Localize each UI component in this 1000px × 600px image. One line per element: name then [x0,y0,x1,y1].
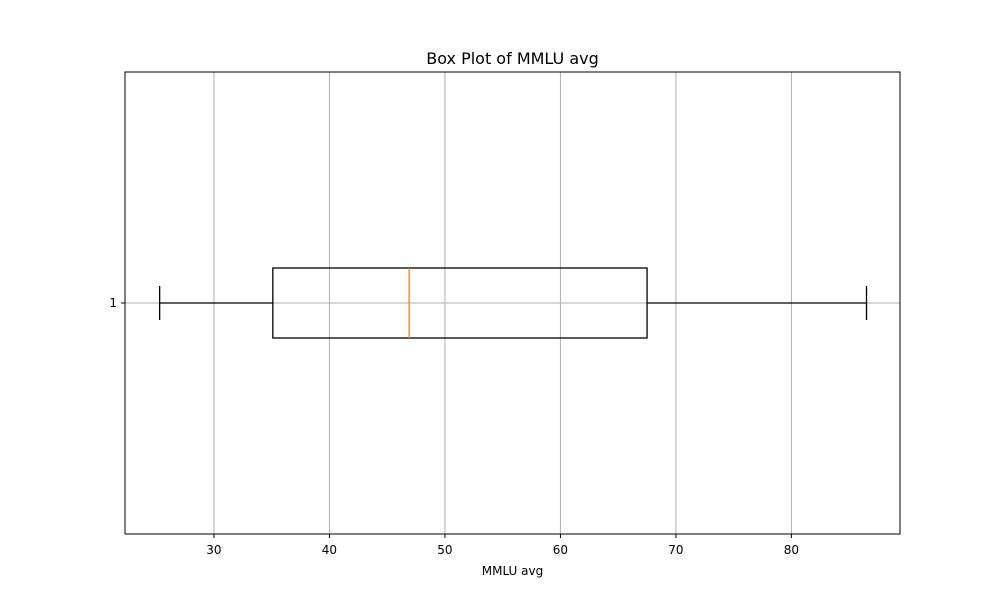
x-tick-label-80: 80 [784,543,799,557]
x-axis-ticks: 30 40 50 60 70 80 [206,534,799,557]
box-layer [158,267,868,339]
chart-title: Box Plot of MMLU avg [426,49,599,68]
x-tick-label-60: 60 [553,543,568,557]
x-tick-label-40: 40 [322,543,337,557]
x-axis-label: MMLU avg [482,564,543,578]
x-tick-label-50: 50 [437,543,452,557]
box-iqr [272,267,648,339]
y-axis-ticks: 1 [109,296,125,310]
y-tick-label-1: 1 [109,296,117,310]
x-tick-label-30: 30 [206,543,221,557]
x-tick-label-70: 70 [668,543,683,557]
